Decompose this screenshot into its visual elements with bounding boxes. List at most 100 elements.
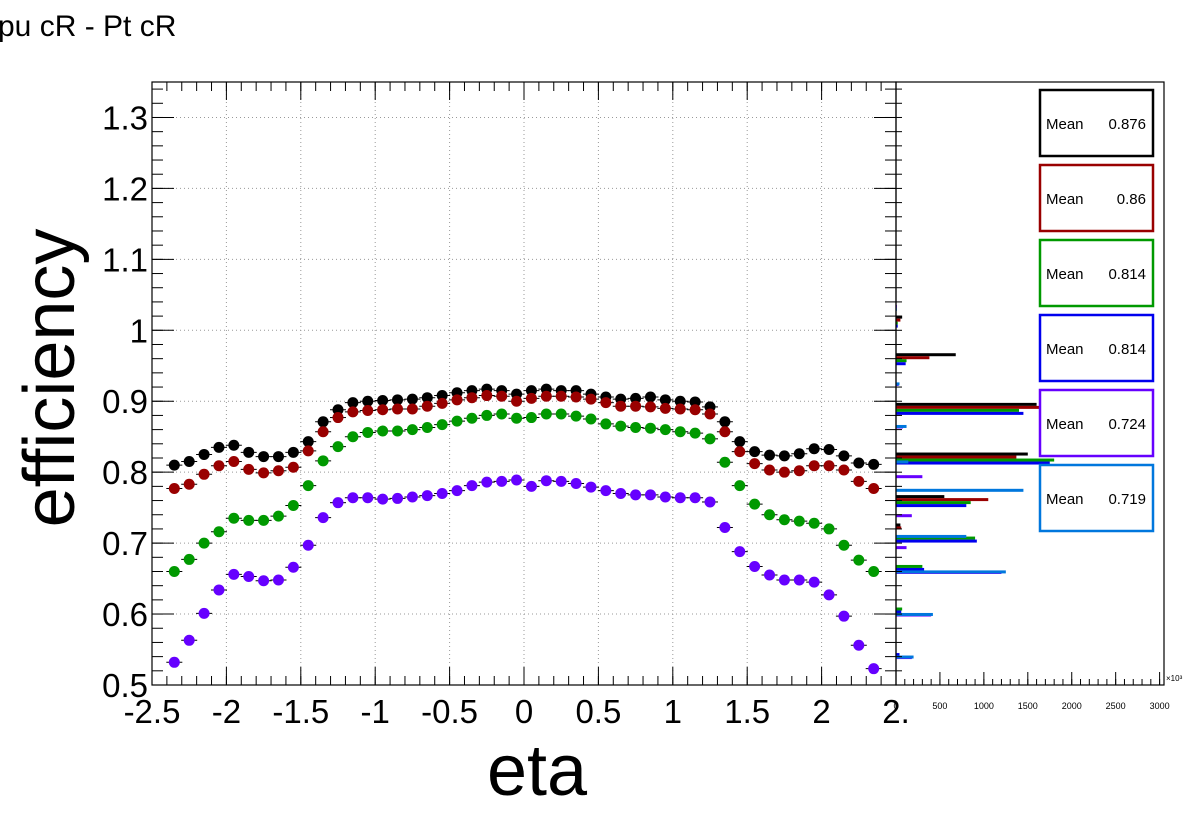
data-point	[659, 402, 671, 414]
data-point	[525, 392, 537, 404]
data-point	[734, 436, 746, 448]
data-point	[644, 489, 656, 501]
data-point	[644, 422, 656, 434]
data-point	[585, 393, 597, 405]
stat-label: Mean	[1046, 416, 1084, 433]
data-point	[540, 390, 552, 402]
data-point	[719, 426, 731, 438]
projection-histogram: 0 500 1000 1500 2000 2500 3000 ×10³ Mean 0.876M…	[893, 81, 1183, 711]
data-point	[719, 416, 731, 428]
data-point	[317, 426, 329, 438]
data-point	[838, 464, 850, 476]
data-point	[362, 426, 374, 438]
data-point	[778, 514, 790, 526]
y-tick-label: 1.2	[102, 170, 148, 207]
data-point	[555, 408, 567, 420]
data-point	[317, 455, 329, 467]
data-point	[362, 395, 374, 407]
histogram-bar	[896, 321, 898, 325]
stat-box	[1038, 88, 1155, 158]
data-point	[838, 450, 850, 462]
data-point	[615, 420, 627, 432]
data-point	[793, 515, 805, 527]
data-point	[853, 554, 865, 566]
data-point	[525, 385, 537, 397]
data-point	[436, 397, 448, 409]
data-point	[421, 392, 433, 404]
x-tick-label: 0	[515, 693, 533, 730]
data-point	[302, 539, 314, 551]
histogram-bar	[896, 458, 1055, 462]
histogram-tick-label: 0	[893, 701, 898, 711]
data-point	[406, 393, 418, 405]
histogram-bar	[896, 405, 1063, 409]
histogram-bar	[896, 495, 945, 499]
data-point	[406, 403, 418, 415]
data-point	[213, 441, 225, 453]
stat-box	[1038, 238, 1155, 308]
data-point	[287, 461, 299, 473]
data-point	[377, 404, 389, 416]
histogram-frame	[895, 81, 1165, 686]
data-point	[436, 419, 448, 431]
data-point	[272, 465, 284, 477]
stat-boxes: Mean 0.876 Mean 0.86 Mean 0.814 Mean 0.814 Mean 0…	[1038, 88, 1155, 533]
data-point	[258, 451, 270, 463]
histogram-tick-label: 500	[932, 701, 947, 711]
stat-label: Mean	[1046, 116, 1084, 133]
data-point	[451, 485, 463, 497]
stat-label: Mean	[1046, 491, 1084, 508]
data-point	[213, 460, 225, 472]
data-point	[808, 443, 820, 455]
data-point	[243, 463, 255, 475]
data-point	[302, 445, 314, 457]
histogram-bar	[896, 324, 898, 328]
data-point	[287, 500, 299, 512]
x-tick-labels: -2.5 -2 -1.5 -1 -0.5 0 0.5 1 1.5 2 2.	[124, 693, 910, 730]
histogram-bar	[896, 452, 1028, 456]
data-point	[228, 512, 240, 524]
data-point	[213, 526, 225, 538]
histogram-bar	[896, 612, 933, 616]
data-point	[392, 425, 404, 437]
data-point	[749, 561, 761, 573]
data-point	[540, 408, 552, 420]
data-point	[644, 391, 656, 403]
histogram-bar	[896, 455, 1017, 459]
data-point	[392, 492, 404, 504]
data-point	[377, 493, 389, 505]
data-point	[659, 424, 671, 436]
data-point	[853, 639, 865, 651]
data-point	[674, 426, 686, 438]
data-point	[808, 576, 820, 588]
data-point	[823, 443, 835, 455]
data-point	[198, 468, 210, 480]
data-point	[764, 509, 776, 521]
y-tick-label: 0.9	[102, 383, 148, 420]
data-point	[853, 457, 865, 469]
data-point	[630, 489, 642, 501]
stat-label: Mean	[1046, 266, 1084, 283]
data-point	[838, 610, 850, 622]
data-point	[243, 514, 255, 526]
data-point	[377, 425, 389, 437]
data-point	[168, 459, 180, 471]
data-point	[198, 607, 210, 619]
histogram-bar	[896, 567, 925, 571]
data-point	[734, 546, 746, 558]
x-tick-label: -1	[361, 693, 390, 730]
stat-box	[1038, 388, 1155, 458]
data-point	[168, 482, 180, 494]
data-point	[600, 418, 612, 430]
x-tick-label: 1.5	[724, 693, 770, 730]
histogram-tick-label: 1500	[1018, 701, 1038, 711]
x-tick-label: -0.5	[421, 693, 478, 730]
data-point	[466, 412, 478, 424]
data-point	[511, 412, 523, 424]
data-point	[258, 467, 270, 479]
data-point	[659, 491, 671, 503]
x-tick-label: -2	[212, 693, 241, 730]
stat-value: 0.814	[1108, 266, 1146, 283]
y-tick-label: 1.3	[102, 99, 148, 136]
data-point	[868, 458, 880, 470]
